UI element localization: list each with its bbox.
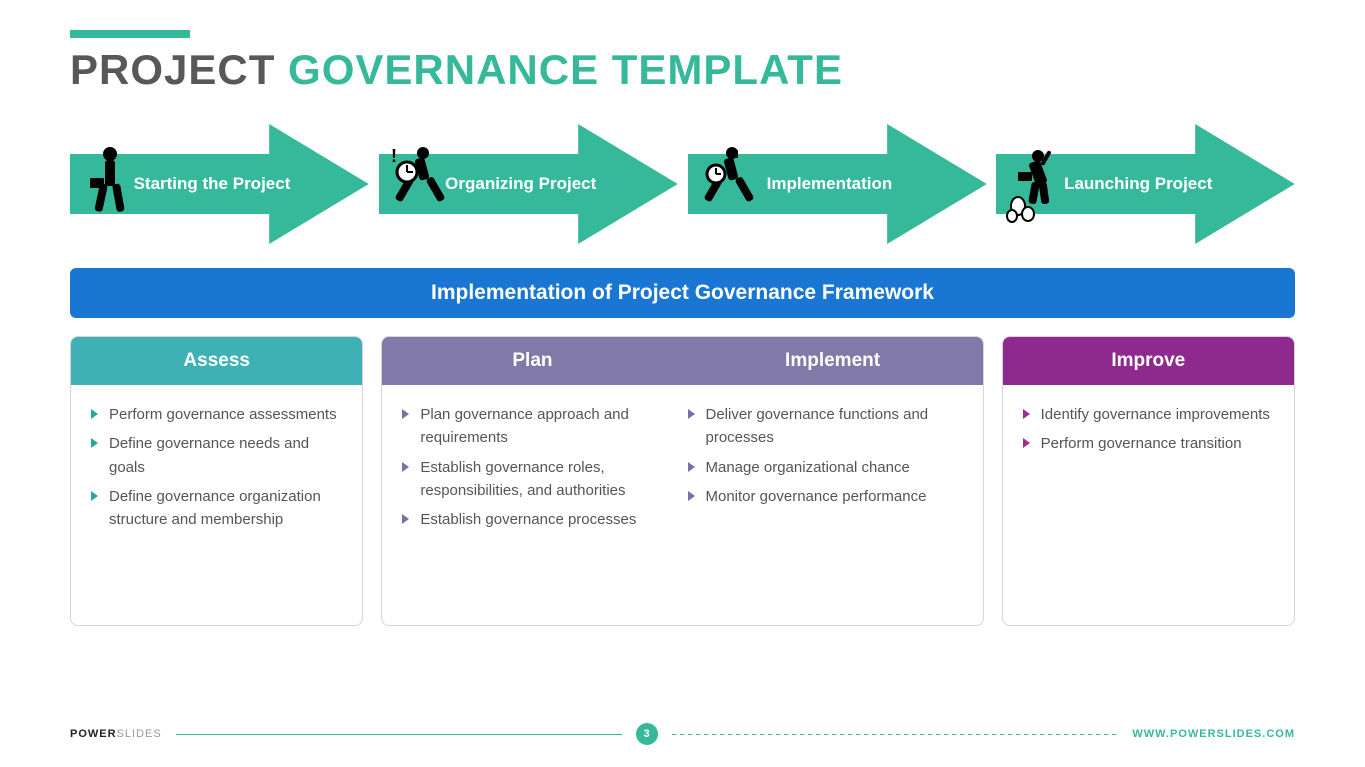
slide-footer: POWERSLIDES 3 WWW.POWERSLIDES.COM	[70, 723, 1295, 745]
bullet-item: Deliver governance functions and process…	[688, 403, 963, 450]
arrow-label: Starting the Project	[70, 124, 324, 244]
accent-bar	[70, 30, 190, 38]
column-header: Improve	[1003, 337, 1294, 385]
bullet-item: Perform governance transition	[1023, 432, 1274, 455]
column-plan-implement: PlanImplement Plan governance approach an…	[381, 336, 983, 626]
column-header: Assess	[71, 337, 362, 385]
bullet-list: Plan governance approach and requirement…	[402, 403, 677, 531]
footer-line-right	[672, 734, 1118, 735]
footer-brand-bold: POWER	[70, 728, 117, 740]
bullet-list: Perform governance assessments Define gov…	[91, 403, 342, 537]
bullet-list: Identify governance improvements Perform …	[1023, 403, 1274, 462]
column-header: PlanImplement	[382, 337, 982, 385]
title-part2: GOVERNANCE TEMPLATE	[288, 46, 843, 93]
column-body: Perform governance assessments Define gov…	[71, 385, 362, 555]
arrow-label: Implementation	[688, 124, 942, 244]
arrow-label: Launching Project	[996, 124, 1250, 244]
slide-root: PROJECT GOVERNANCE TEMPLATE Starting the…	[0, 0, 1365, 767]
process-arrow-3: Implementation	[688, 124, 987, 244]
footer-brand: POWERSLIDES	[70, 728, 162, 740]
process-arrow-2: ! Organizing Project	[379, 124, 678, 244]
column-improve: Improve Identify governance improvements P…	[1002, 336, 1295, 626]
bullet-list: Deliver governance functions and process…	[688, 403, 963, 508]
process-arrow-4: Launching Project	[996, 124, 1295, 244]
column-assess: Assess Perform governance assessments Defi…	[70, 336, 363, 626]
process-arrows: Starting the Project ! Organizing Projec…	[70, 124, 1295, 244]
bullet-item: Establish governance roles, responsibili…	[402, 456, 677, 503]
subheader-plan: Plan	[382, 350, 682, 372]
footer-url: WWW.POWERSLIDES.COM	[1132, 728, 1295, 740]
subheader-implement: Implement	[683, 350, 983, 372]
arrow-label: Organizing Project	[379, 124, 633, 244]
page-title: PROJECT GOVERNANCE TEMPLATE	[70, 46, 1295, 94]
column-body: Identify governance improvements Perform …	[1003, 385, 1294, 480]
sub-implement: Deliver governance functions and process…	[688, 403, 963, 537]
bullet-item: Define governance organization structure…	[91, 485, 342, 532]
bullet-item: Identify governance improvements	[1023, 403, 1274, 426]
framework-banner: Implementation of Project Governance Fra…	[70, 268, 1295, 318]
bullet-item: Plan governance approach and requirement…	[402, 403, 677, 450]
bullet-item: Monitor governance performance	[688, 485, 963, 508]
column-body: Plan governance approach and requirement…	[382, 385, 982, 555]
bullet-item: Establish governance processes	[402, 508, 677, 531]
process-arrow-1: Starting the Project	[70, 124, 369, 244]
bullet-item: Define governance needs and goals	[91, 432, 342, 479]
sub-plan: Plan governance approach and requirement…	[402, 403, 677, 537]
footer-line-left	[176, 734, 622, 735]
framework-columns: Assess Perform governance assessments Defi…	[70, 336, 1295, 626]
title-part1: PROJECT	[70, 46, 288, 93]
page-number-badge: 3	[636, 723, 658, 745]
bullet-item: Manage organizational chance	[688, 456, 963, 479]
footer-brand-light: SLIDES	[117, 728, 162, 740]
bullet-item: Perform governance assessments	[91, 403, 342, 426]
